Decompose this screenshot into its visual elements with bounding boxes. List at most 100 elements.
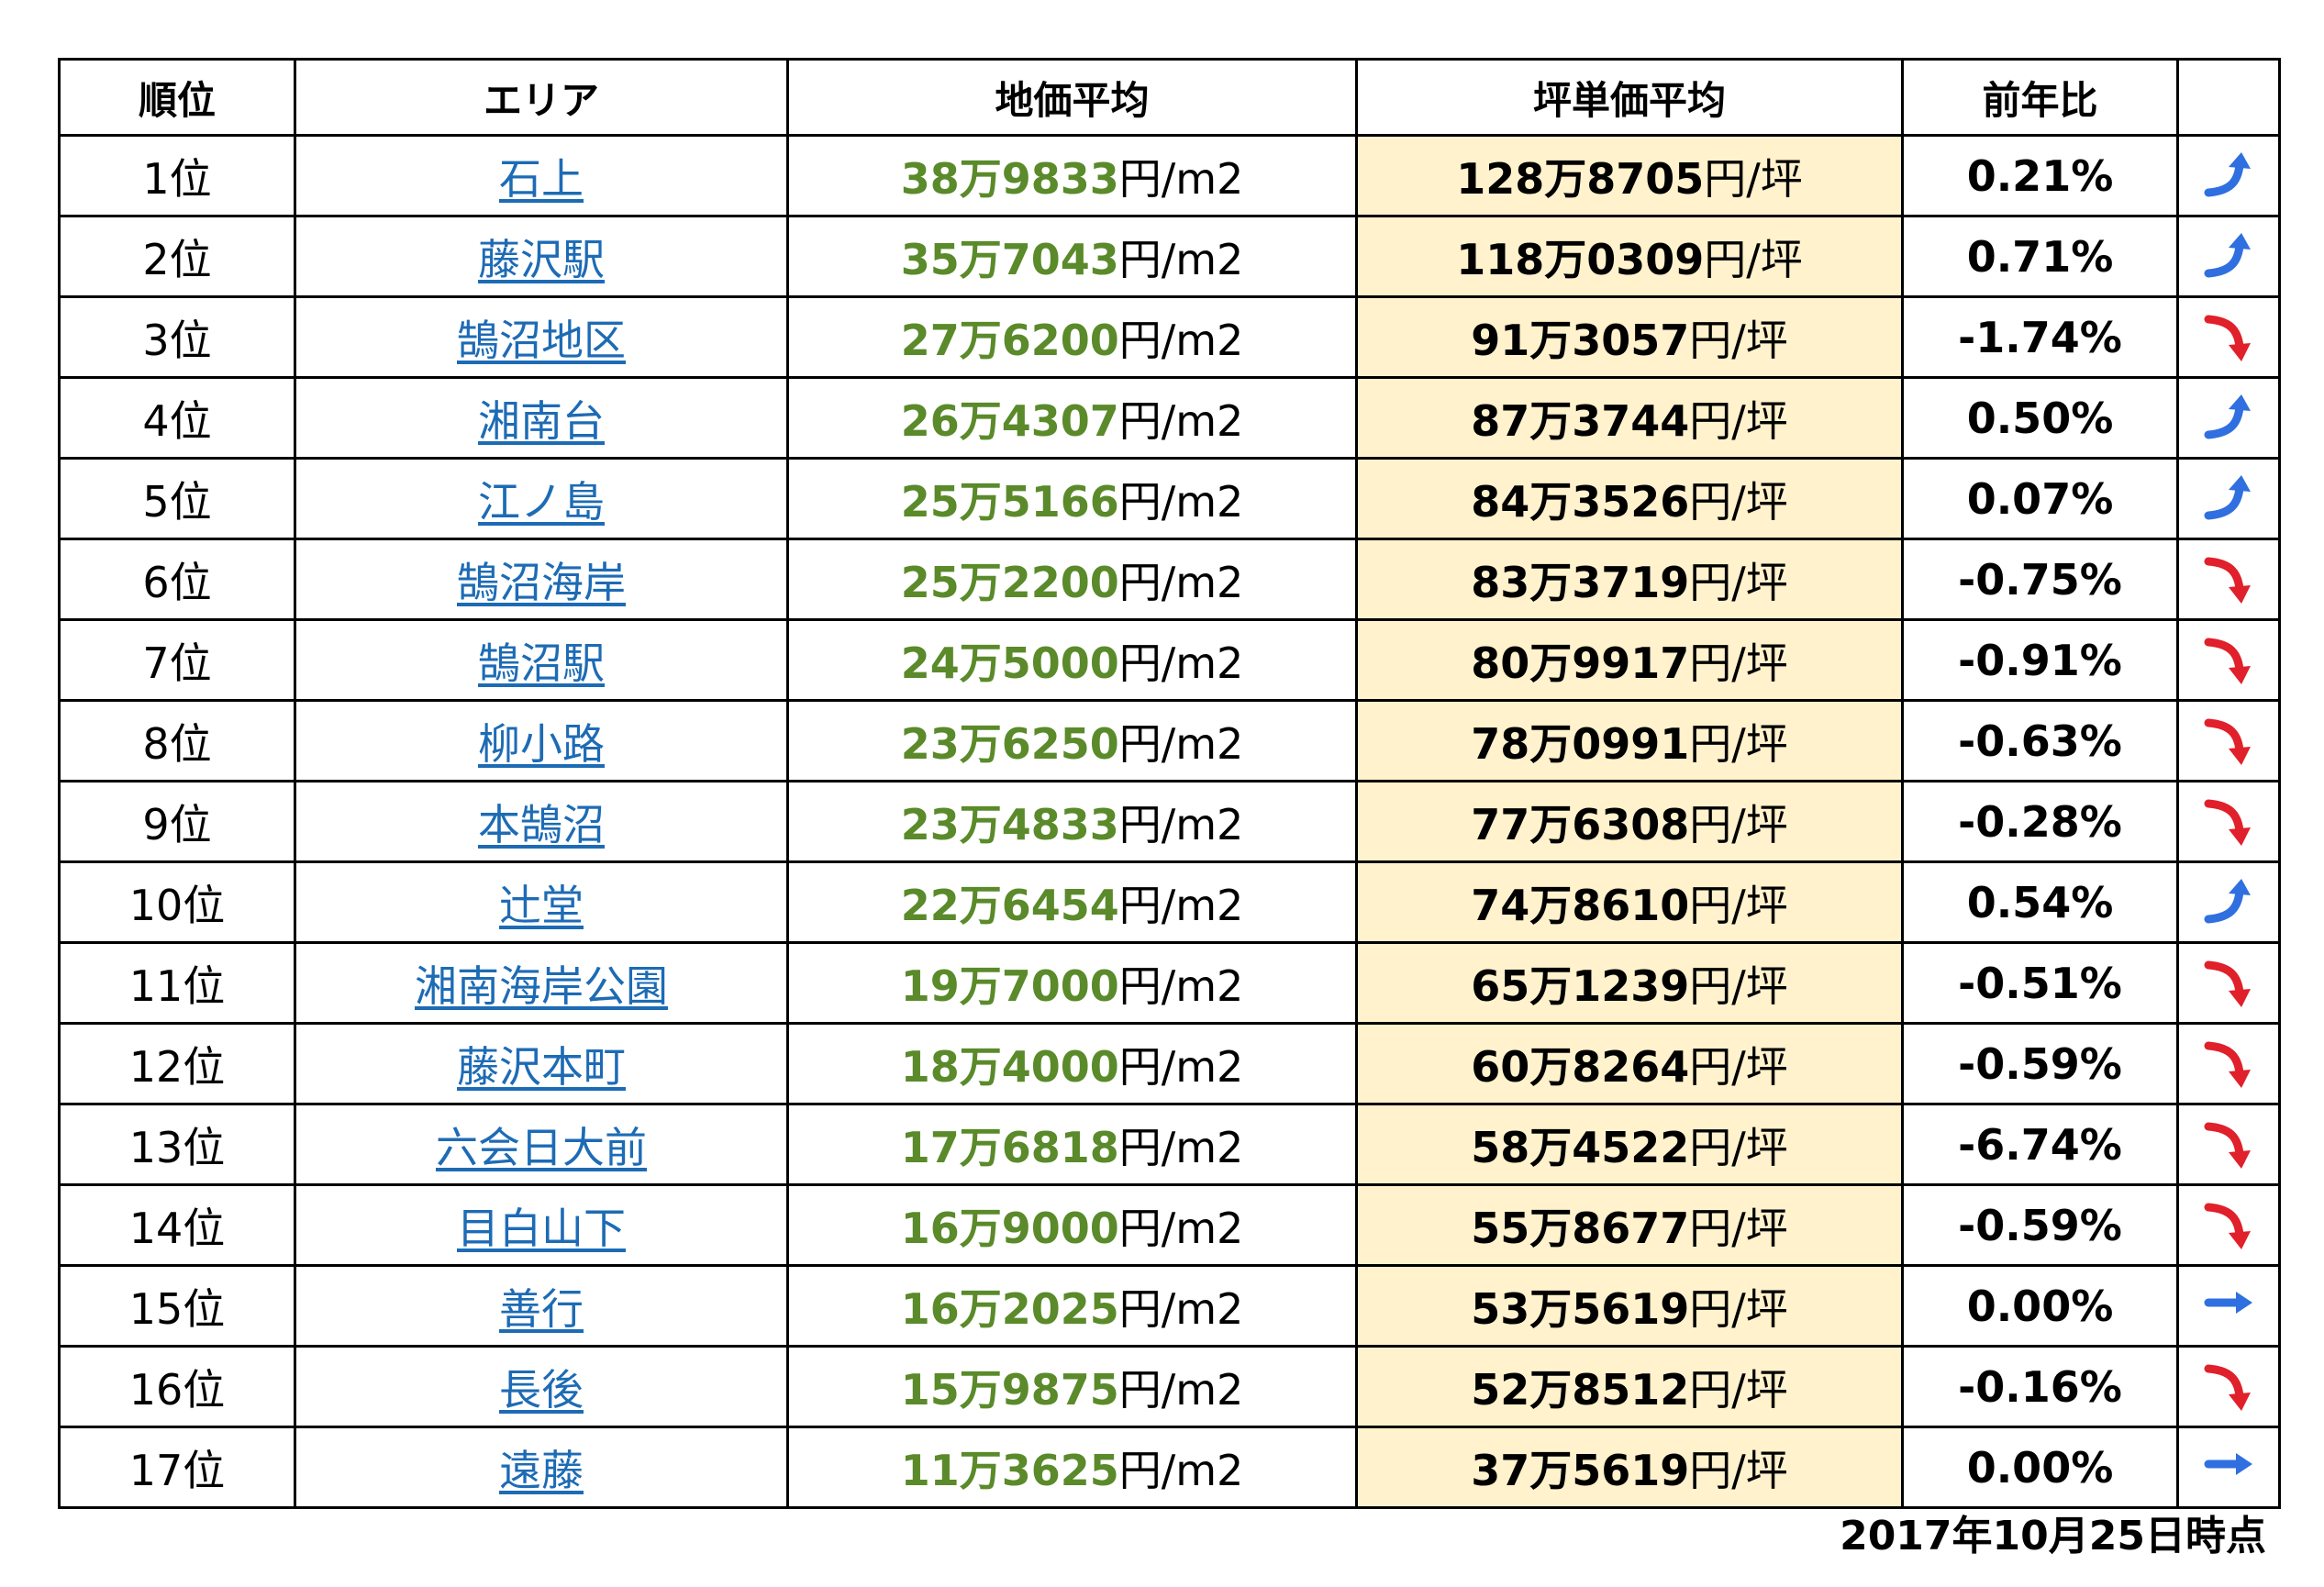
area-cell: 鵠沼地区: [294, 295, 789, 379]
tsubo-price-cell: 53万5619円/坪: [1355, 1264, 1904, 1348]
land-price-cell: 38万9833円/m2: [786, 134, 1358, 217]
land-price-cell: 23万4833円/m2: [786, 780, 1358, 863]
area-link[interactable]: 六会日大前: [436, 1122, 647, 1172]
land-price-unit: 円/m2: [1118, 395, 1244, 446]
land-price-value: 25万5166: [900, 476, 1119, 527]
land-price-cell: 25万5166円/m2: [786, 457, 1358, 540]
table-row: 11位 湘南海岸公園 19万7000円/m2 65万1239円/坪 -0.51%: [58, 941, 2281, 1025]
trend-cell: [2176, 618, 2281, 702]
trend-down-arrow-icon: [2179, 716, 2278, 767]
area-link[interactable]: 辻堂: [499, 880, 584, 930]
trend-cell: [2176, 780, 2281, 863]
table-row: 7位 鵠沼駅 24万5000円/m2 80万9917円/坪 -0.91%: [58, 618, 2281, 702]
land-price-value: 16万9000: [900, 1203, 1119, 1253]
land-price-unit: 円/m2: [1118, 476, 1244, 527]
land-price-value: 38万9833: [900, 153, 1119, 204]
tsubo-price-value: 65万1239: [1471, 960, 1690, 1011]
area-cell: 湘南台: [294, 376, 789, 460]
tsubo-price-cell: 84万3526円/坪: [1355, 457, 1904, 540]
land-price-value: 25万2200: [900, 557, 1119, 607]
tsubo-price-value: 84万3526: [1471, 476, 1690, 527]
rank-cell: 10位: [58, 860, 296, 944]
table-row: 15位 善行 16万2025円/m2 53万5619円/坪 0.00%: [58, 1264, 2281, 1348]
area-link[interactable]: 目白山下: [457, 1203, 626, 1253]
header-row: 順位 エリア 地価平均 坪単価平均 前年比: [58, 58, 2281, 137]
area-link[interactable]: 本鵠沼: [478, 799, 605, 849]
yoy-change-cell: 0.54%: [1901, 860, 2179, 944]
area-link[interactable]: 湘南海岸公園: [415, 960, 668, 1011]
land-price-unit: 円/m2: [1118, 960, 1244, 1011]
trend-cell: [2176, 457, 2281, 540]
trend-down-arrow-icon: [2179, 1038, 2278, 1090]
trend-down-arrow-icon: [2179, 312, 2278, 363]
land-price-value: 23万4833: [900, 799, 1119, 849]
area-link[interactable]: 鵠沼地区: [457, 315, 626, 365]
land-price-cell: 27万6200円/m2: [786, 295, 1358, 379]
yoy-change-cell: -0.59%: [1901, 1022, 2179, 1105]
area-cell: 辻堂: [294, 860, 789, 944]
area-link[interactable]: 遠藤: [499, 1445, 584, 1495]
land-price-cell: 15万9875円/m2: [786, 1345, 1358, 1428]
land-price-value: 18万4000: [900, 1041, 1119, 1092]
area-link[interactable]: 柳小路: [478, 718, 605, 769]
rank-cell: 3位: [58, 295, 296, 379]
land-price-unit: 円/m2: [1118, 1445, 1244, 1495]
table-row: 6位 鵠沼海岸 25万2200円/m2 83万3719円/坪 -0.75%: [58, 538, 2281, 621]
table-row: 10位 辻堂 22万6454円/m2 74万8610円/坪 0.54%: [58, 860, 2281, 944]
trend-cell: [2176, 1345, 2281, 1428]
trend-flat-arrow-icon: [2179, 1281, 2278, 1332]
yoy-change-cell: 0.07%: [1901, 457, 2179, 540]
land-price-cell: 16万2025円/m2: [786, 1264, 1358, 1348]
tsubo-price-cell: 80万9917円/坪: [1355, 618, 1904, 702]
trend-cell: [2176, 699, 2281, 782]
rank-cell: 1位: [58, 134, 296, 217]
tsubo-price-unit: 円/坪: [1689, 799, 1788, 849]
area-link[interactable]: 藤沢本町: [457, 1041, 626, 1092]
area-link[interactable]: 湘南台: [478, 395, 605, 446]
trend-cell: [2176, 1426, 2281, 1509]
area-link[interactable]: 長後: [499, 1364, 584, 1415]
land-price-value: 35万7043: [900, 234, 1119, 284]
area-link[interactable]: 鵠沼駅: [478, 638, 605, 688]
land-price-unit: 円/m2: [1118, 1364, 1244, 1415]
trend-down-arrow-icon: [2179, 554, 2278, 605]
land-price-unit: 円/m2: [1118, 234, 1244, 284]
trend-up-arrow-icon: [2179, 473, 2278, 525]
trend-cell: [2176, 215, 2281, 298]
land-price-unit: 円/m2: [1118, 718, 1244, 769]
area-link[interactable]: 藤沢駅: [478, 234, 605, 284]
yoy-change-cell: 0.00%: [1901, 1426, 2179, 1509]
table-row: 2位 藤沢駅 35万7043円/m2 118万0309円/坪 0.71%: [58, 215, 2281, 298]
area-link[interactable]: 鵠沼海岸: [457, 557, 626, 607]
tsubo-price-unit: 円/坪: [1689, 1122, 1788, 1172]
tsubo-price-cell: 91万3057円/坪: [1355, 295, 1904, 379]
tsubo-price-value: 128万8705: [1456, 153, 1705, 204]
land-price-unit: 円/m2: [1118, 1041, 1244, 1092]
tsubo-price-value: 80万9917: [1471, 638, 1690, 688]
area-cell: 鵠沼海岸: [294, 538, 789, 621]
yoy-change-cell: 0.50%: [1901, 376, 2179, 460]
tsubo-price-unit: 円/坪: [1689, 395, 1788, 446]
trend-flat-arrow-icon: [2179, 1442, 2278, 1493]
yoy-change-cell: -0.16%: [1901, 1345, 2179, 1428]
area-cell: 石上: [294, 134, 789, 217]
land-price-value: 23万6250: [900, 718, 1119, 769]
trend-cell: [2176, 134, 2281, 217]
yoy-change-cell: 0.71%: [1901, 215, 2179, 298]
tsubo-price-unit: 円/坪: [1689, 1364, 1788, 1415]
area-link[interactable]: 江ノ島: [478, 476, 605, 527]
area-link[interactable]: 善行: [499, 1283, 584, 1334]
yoy-change-cell: -0.91%: [1901, 618, 2179, 702]
table-row: 8位 柳小路 23万6250円/m2 78万0991円/坪 -0.63%: [58, 699, 2281, 782]
table-row: 9位 本鵠沼 23万4833円/m2 77万6308円/坪 -0.28%: [58, 780, 2281, 863]
area-cell: 藤沢駅: [294, 215, 789, 298]
land-price-value: 19万7000: [900, 960, 1119, 1011]
yoy-change-cell: 0.00%: [1901, 1264, 2179, 1348]
area-link[interactable]: 石上: [499, 153, 584, 204]
tsubo-price-unit: 円/坪: [1689, 315, 1788, 365]
tsubo-price-value: 83万3719: [1471, 557, 1690, 607]
rank-cell: 12位: [58, 1022, 296, 1105]
table-row: 5位 江ノ島 25万5166円/m2 84万3526円/坪 0.07%: [58, 457, 2281, 540]
tsubo-price-value: 52万8512: [1471, 1364, 1690, 1415]
land-price-cell: 11万3625円/m2: [786, 1426, 1358, 1509]
